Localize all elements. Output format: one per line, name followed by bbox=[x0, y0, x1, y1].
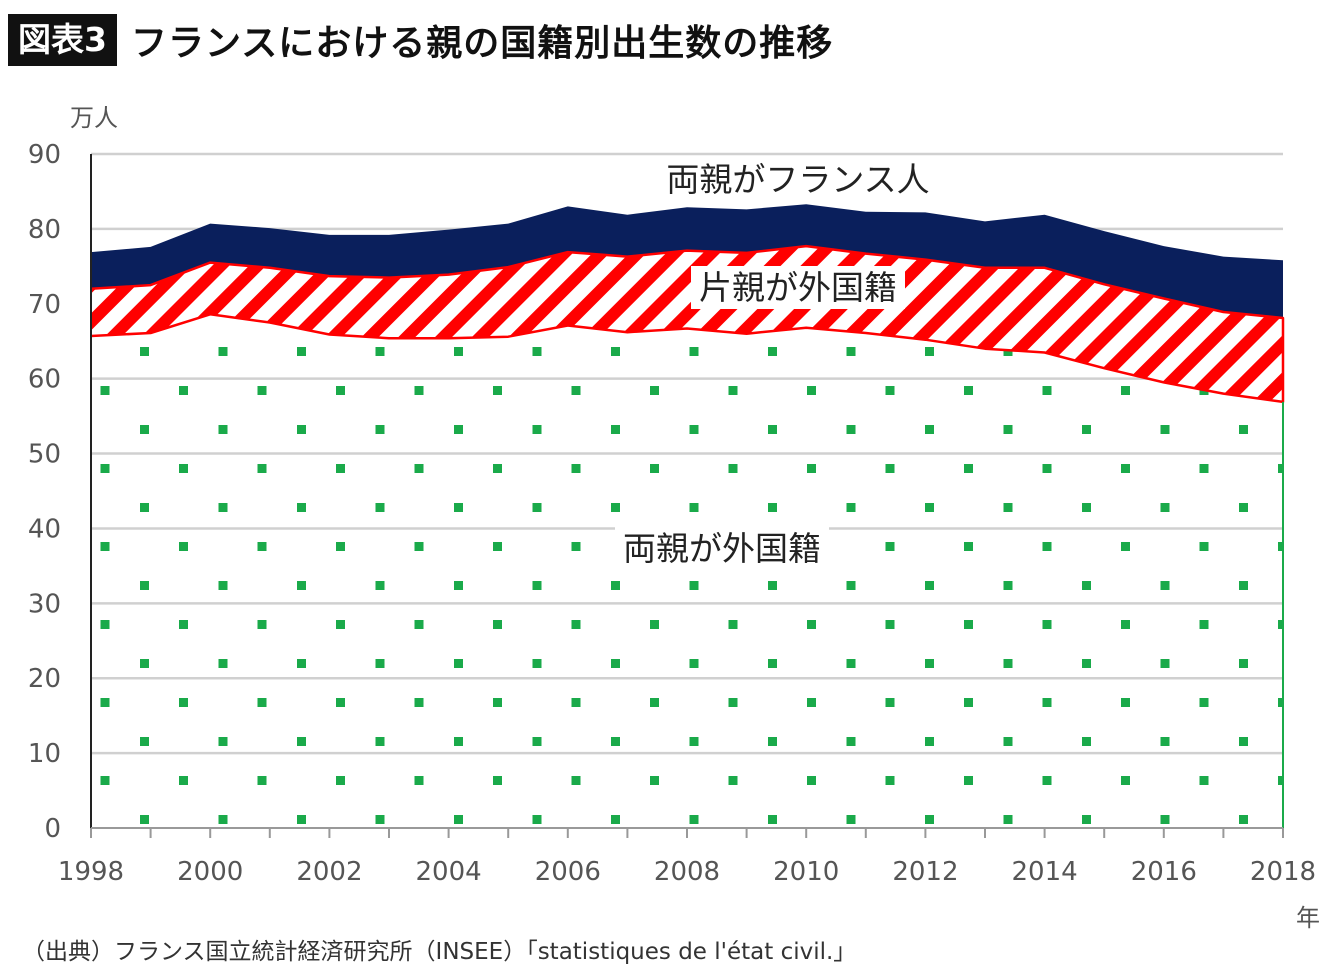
label-both-french-bg bbox=[615, 527, 829, 570]
y-axis-unit: 万人 bbox=[70, 104, 118, 132]
y-tick-label-90: 90 bbox=[28, 140, 61, 170]
label-both-french: 両親が外国籍 bbox=[623, 529, 821, 568]
x-tick-label-2006: 2006 bbox=[535, 857, 601, 887]
y-tick-label-10: 10 bbox=[28, 739, 61, 769]
y-tick-label-50: 50 bbox=[28, 440, 61, 470]
source-note: （出典）フランス国立統計経済研究所（INSEE）「statistiques de… bbox=[22, 939, 857, 965]
x-tick-label-2018: 2018 bbox=[1250, 857, 1316, 887]
area-both-foreign bbox=[91, 204, 1283, 318]
x-tick-label-2000: 2000 bbox=[177, 857, 243, 887]
x-tick-label-2004: 2004 bbox=[416, 857, 482, 887]
label-both-foreign: 両親がフランス人 bbox=[666, 160, 929, 199]
figure-number-badge: 図表3 bbox=[8, 14, 117, 66]
x-tick-label-2016: 2016 bbox=[1131, 857, 1197, 887]
y-tick-label-80: 80 bbox=[28, 215, 61, 245]
y-tick-label-70: 70 bbox=[28, 290, 61, 320]
x-tick-label-2014: 2014 bbox=[1012, 857, 1078, 887]
x-tick-label-1998: 1998 bbox=[58, 857, 124, 887]
label-one-foreign: 片親が外国籍 bbox=[699, 268, 897, 307]
x-tick-label-2012: 2012 bbox=[892, 857, 958, 887]
y-tick-label-30: 30 bbox=[28, 589, 61, 619]
label-one-foreign-bg bbox=[691, 266, 905, 309]
y-tick-label-20: 20 bbox=[28, 664, 61, 694]
y-tick-label-60: 60 bbox=[28, 365, 61, 395]
x-tick-label-2002: 2002 bbox=[296, 857, 362, 887]
x-tick-label-2010: 2010 bbox=[773, 857, 839, 887]
x-tick-label-2008: 2008 bbox=[654, 857, 720, 887]
title-row: 図表3 フランスにおける親の国籍別出生数の推移 bbox=[8, 12, 833, 68]
axes: 0 10 20 30 40 50 60 70 80 90 1998 2000 2002 2004 2006 2… bbox=[28, 140, 1316, 887]
area-series bbox=[90, 204, 1285, 828]
one-foreign-outline bbox=[90, 244, 1285, 404]
area-one-foreign bbox=[91, 246, 1283, 402]
y-tick-label-0: 0 bbox=[44, 814, 61, 844]
y-tick-label-40: 40 bbox=[28, 514, 61, 544]
area-both-french bbox=[91, 314, 1283, 828]
chart-title: フランスにおける親の国籍別出生数の推移 bbox=[130, 23, 834, 64]
x-axis-unit: 年 bbox=[1296, 904, 1320, 932]
